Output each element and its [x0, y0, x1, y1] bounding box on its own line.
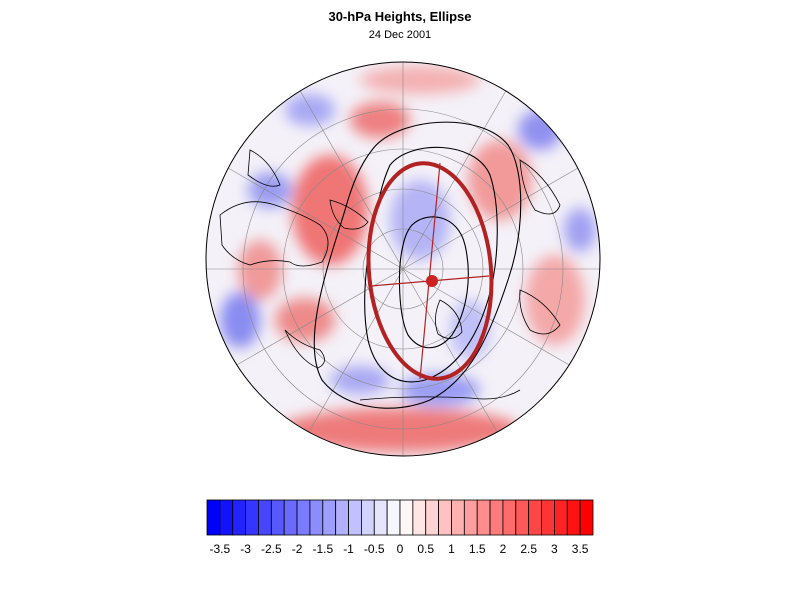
colorbar-tick-label: 2 — [500, 542, 507, 556]
colorbar-tick-label: 2.5 — [520, 542, 537, 556]
colorbar-tick-label: 1.5 — [469, 542, 486, 556]
colorbar-tick-label: -2 — [292, 542, 303, 556]
colorbar-swatch — [309, 499, 324, 536]
meridian-line — [402, 163, 586, 270]
colorbar-swatch — [451, 499, 465, 536]
map-subtitle: 24 Dec 2001 — [368, 29, 432, 41]
colorbar-swatch — [566, 499, 581, 536]
colorbar-tick-labels: -3.5 -3 -2.5 -2 -1.5 -1 -0.5 0 0.5 1 1.5 2 2.5 3 3.5 — [210, 542, 589, 556]
coastlines — [219, 149, 561, 401]
colorbar-tick-label: 3 — [551, 542, 558, 556]
colorbar-swatch — [579, 499, 594, 536]
colorbar-swatch — [335, 499, 349, 536]
colorbar-swatch — [438, 499, 452, 536]
colorbar-swatch — [425, 499, 440, 536]
colorbar-swatch — [386, 499, 401, 536]
colorbar-tick-label: -0.5 — [364, 542, 385, 556]
colorbar-swatch — [296, 499, 311, 536]
colorbar-tick-label: -2.5 — [261, 542, 282, 556]
colorbar-swatch — [463, 499, 478, 536]
colorbar-swatch — [399, 499, 414, 536]
colorbar-tick-label: -3 — [240, 542, 251, 556]
colorbar-tick-label: -3.5 — [210, 542, 231, 556]
colorbar-swatch — [206, 499, 221, 536]
colorbar-swatch — [554, 499, 568, 536]
colorbar-swatches — [206, 499, 594, 536]
colorbar-swatch — [373, 499, 388, 536]
colorbar-swatch — [412, 499, 427, 536]
colorbar-swatch — [360, 499, 375, 536]
vortex-ellipse — [366, 161, 494, 381]
colorbar-tick-label: 3.5 — [572, 542, 589, 556]
map-title: 30-hPa Heights, Ellipse — [328, 9, 472, 24]
colorbar-tick-label: 0.5 — [417, 542, 434, 556]
colorbar-tick-label: 0 — [397, 542, 404, 556]
height-anomaly-field — [206, 62, 600, 456]
colorbar-swatch — [219, 499, 234, 536]
colorbar-swatch — [528, 499, 542, 536]
colorbar-swatch — [283, 499, 298, 536]
globe-outline — [205, 61, 601, 457]
colorbar-swatch — [258, 499, 272, 536]
colorbar-swatch — [502, 499, 517, 536]
colorbar-tick-label: 1 — [448, 542, 455, 556]
colorbar-tick-label: -1.5 — [312, 542, 333, 556]
meridian-line — [220, 268, 404, 375]
colorbar-tick-label: -1 — [343, 542, 354, 556]
colorbar-swatch — [476, 499, 491, 536]
meridian-line — [297, 268, 404, 452]
colorbar-swatch — [322, 499, 337, 536]
ellipse-center-marker — [426, 275, 438, 287]
colorbar-swatch — [232, 499, 247, 536]
colorbar-swatch — [348, 499, 362, 536]
meridian-line — [220, 163, 404, 270]
colorbar-swatch — [515, 499, 530, 536]
colorbar-swatch — [245, 499, 259, 536]
colorbar-swatch — [541, 499, 555, 536]
colorbar-swatch — [489, 499, 504, 536]
meridian-line — [297, 86, 404, 270]
colorbar-swatch — [270, 499, 285, 536]
